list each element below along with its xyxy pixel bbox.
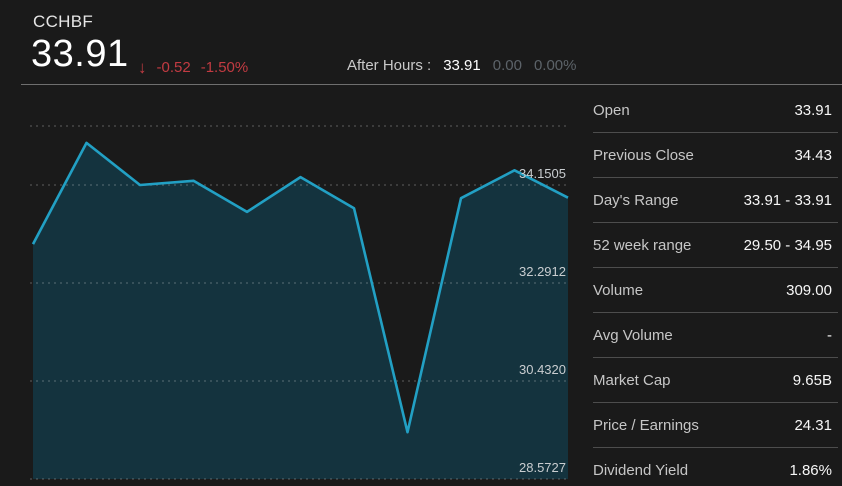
stat-label: Price / Earnings xyxy=(593,416,699,434)
stat-value: 9.65B xyxy=(792,371,832,389)
stat-label: Dividend Yield xyxy=(593,462,689,479)
chart-area-fill xyxy=(33,142,568,479)
price-change-percent: -1.50% xyxy=(200,59,249,76)
stat-value: 34.43 xyxy=(794,146,832,164)
stat-row: Volume 309.00 xyxy=(593,268,838,313)
stat-value: 33.91 xyxy=(794,101,832,119)
stat-value: 1.86% xyxy=(789,462,832,479)
stat-value: 309.00 xyxy=(786,281,832,299)
after-hours-change-percent: 0.00% xyxy=(533,57,577,74)
stat-row: Dividend Yield 1.86% xyxy=(593,448,838,486)
down-arrow-icon: ↓ xyxy=(138,58,147,77)
after-hours-change: 0.00 xyxy=(492,57,522,74)
stat-row: 52 week range 29.50 - 34.95 xyxy=(593,223,838,268)
stat-value: - xyxy=(827,326,832,344)
stat-label: Market Cap xyxy=(593,371,671,389)
stat-value: 33.91 - 33.91 xyxy=(743,191,832,209)
header-divider xyxy=(21,84,842,85)
current-price: 33.91 xyxy=(31,33,129,75)
stat-label: Avg Volume xyxy=(593,326,673,344)
after-hours-label: After Hours : xyxy=(347,57,432,74)
stat-label: Open xyxy=(593,101,630,119)
stat-row: Market Cap 9.65B xyxy=(593,358,838,403)
y-axis-tick-label: 28.5727 xyxy=(519,460,566,475)
stat-label: Day's Range xyxy=(593,191,679,209)
stat-row: Price / Earnings 24.31 xyxy=(593,403,838,448)
stat-row: Avg Volume - xyxy=(593,313,838,358)
ticker-symbol: CCHBF xyxy=(33,12,94,31)
price-change: -0.52 xyxy=(156,59,191,76)
stat-value: 24.31 xyxy=(794,416,832,434)
after-hours-group: After Hours : 33.91 0.00 0.00% xyxy=(347,57,577,74)
y-axis-tick-label: 30.4320 xyxy=(519,362,566,377)
key-statistics-panel: Open 33.91 Previous Close 34.43 Day's Range 3… xyxy=(593,88,838,486)
stat-row: Day's Range 33.91 - 33.91 xyxy=(593,178,838,223)
stat-value: 29.50 - 34.95 xyxy=(743,236,832,254)
stat-row: Previous Close 34.43 xyxy=(593,133,838,178)
stat-row: Open 33.91 xyxy=(593,88,838,133)
stat-label: Volume xyxy=(593,281,644,299)
y-axis-tick-label: 32.2912 xyxy=(519,264,566,279)
price-line xyxy=(31,141,569,434)
price-change-group: ↓ -0.52 -1.50% xyxy=(138,57,248,77)
stat-label: 52 week range xyxy=(593,236,692,254)
stat-label: Previous Close xyxy=(593,146,694,164)
after-hours-price: 33.91 xyxy=(443,57,481,74)
y-axis-tick-label: 34.1505 xyxy=(519,166,566,181)
